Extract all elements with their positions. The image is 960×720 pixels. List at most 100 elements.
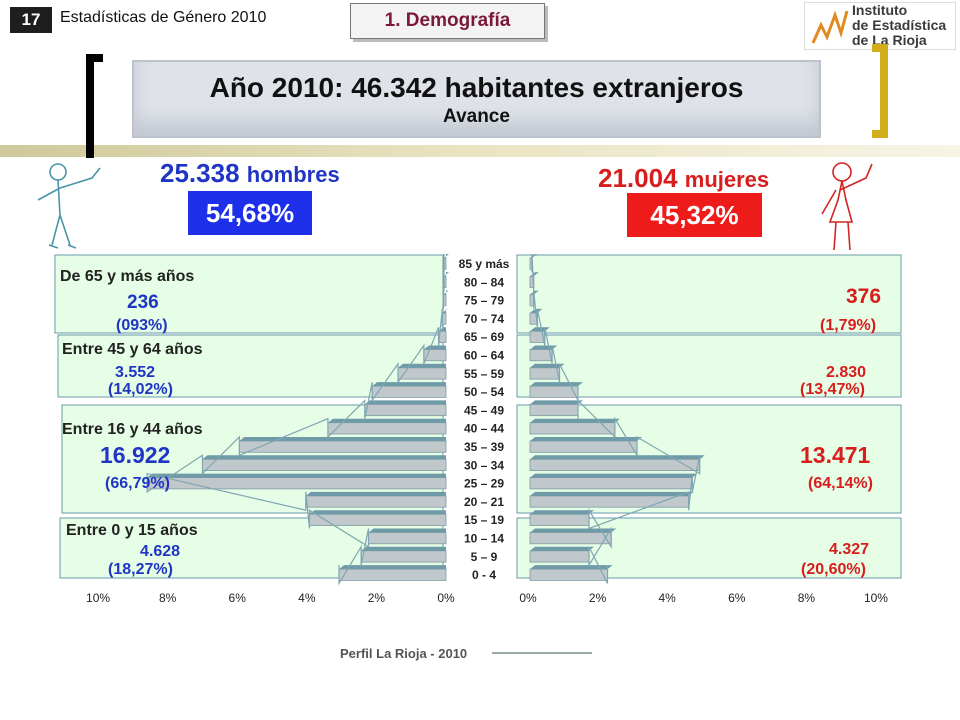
age-label: 60 – 64 [464,349,504,363]
x-tick-left: 2% [368,591,386,605]
group-bg-women-65plus [516,254,902,334]
women-bar-top [530,437,643,441]
group-label-65plus: De 65 y más años [60,268,195,285]
men-value-65plus: 236 [127,292,159,313]
age-label: 15 – 19 [464,513,504,527]
group-bg-women-45-64 [516,334,902,398]
age-label: 0 - 4 [472,568,496,582]
men-bar [309,513,447,526]
age-labels: 0 - 4 5 – 9 10 – 14 15 – 19 20 – 21 25 – 29 30… [459,257,510,582]
decorative-frame [0,44,960,251]
women-pct-65plus: (1,79%) [820,317,877,334]
x-tick-right: 0% [519,591,537,605]
age-label: 40 – 44 [464,422,504,436]
x-tick-right: 2% [589,591,607,605]
x-tick-left: 0% [437,591,455,605]
age-label: 20 – 21 [464,495,504,509]
title-sub: Avance [443,106,510,127]
men-total-unit: hombres [246,162,340,187]
women-bar-top [530,565,613,570]
women-bar-top [530,345,558,350]
men-bar-top [398,363,446,368]
men-total: 25.338 hombres [160,158,340,189]
women-bars [529,254,705,581]
age-label: 45 – 49 [464,403,504,417]
men-bar-top [309,510,446,515]
men-value-45-64: 3.552 [115,364,156,381]
age-label: 50 – 54 [464,385,504,399]
man-figure-icon [37,163,101,249]
men-value-0-15: 4.628 [140,543,181,560]
age-label: 10 – 14 [464,532,504,546]
men-total-value: 25.338 [160,158,240,188]
men-bars [146,254,449,581]
women-bar [529,495,690,508]
women-total-value: 21.004 [598,163,678,193]
women-total: 21.004 mujeres [598,163,769,194]
women-bar [529,403,579,417]
age-label: 55 – 59 [464,367,504,381]
women-bar-top [530,455,705,460]
group-label-45-64: Entre 45 y 64 años [62,341,203,358]
x-tick-left: 4% [298,591,316,605]
men-bar [338,568,447,581]
women-bar [529,440,638,453]
age-label: 70 – 74 [464,312,504,326]
women-outline [531,253,701,584]
men-pct-45-64: (14,02%) [108,381,173,398]
age-label: 80 – 84 [464,275,504,289]
logo-line-1: Instituto [852,2,908,18]
women-bar-top [530,491,694,496]
x-tick-right: 10% [864,591,888,605]
age-label: 65 – 69 [464,330,504,344]
women-bar-top [530,382,583,387]
women-total-unit: mujeres [684,167,770,192]
group-label-16-44: Entre 16 y 44 años [62,421,203,438]
logo-line-2: de Estadística [852,17,947,33]
men-bar-top [443,290,449,295]
men-value-16-44: 16.922 [100,442,171,468]
group-bg-men-65plus [54,254,444,334]
men-bar [360,550,447,563]
men-bar [364,403,447,417]
men-bar [202,458,447,472]
men-bar-top [444,272,449,277]
logo-line-3: de La Rioja [852,32,927,48]
age-label: 25 – 29 [464,477,504,491]
woman-figure-icon [821,162,873,251]
women-bar [529,513,590,526]
women-value-16-44: 13.471 [800,442,871,468]
women-percentage: 45,32% [627,193,762,237]
men-bar-top [147,473,447,478]
men-bar-top [327,418,446,423]
population-pyramid-chart: 0 - 4 5 – 9 10 – 14 15 – 19 20 – 21 25 – 29 30… [54,253,902,605]
men-bar-top [364,400,446,405]
women-pct-45-64: (13,47%) [800,381,865,398]
men-bar-top [305,491,446,496]
men-bar [368,532,447,545]
men-bar [371,385,447,398]
men-bar [327,422,447,435]
men-bar [305,495,447,508]
slide-heading: Estadísticas de Género 2010 [60,9,267,26]
women-bar [529,385,579,398]
age-label: 85 y más [459,257,510,271]
men-pct-0-15: (18,27%) [108,561,173,578]
men-outline [146,254,445,586]
women-bar-top [530,473,698,478]
institute-logo [804,2,956,50]
slide-number: 17 [10,7,52,33]
women-bar-top [530,418,620,423]
x-tick-left: 10% [86,591,110,605]
women-bar-top [530,528,617,533]
women-bar-top [530,510,595,515]
men-bar-top [338,565,446,570]
age-label: 5 – 9 [471,550,498,564]
x-tick-right: 6% [728,591,746,605]
women-bar [529,532,612,545]
women-bar [529,477,693,490]
title-box: Año 2010: 46.342 habitantes extranjeros … [132,60,821,138]
x-tick-right: 4% [659,591,677,605]
women-value-65plus: 376 [846,285,882,308]
women-pct-16-44: (64,14%) [808,475,873,492]
